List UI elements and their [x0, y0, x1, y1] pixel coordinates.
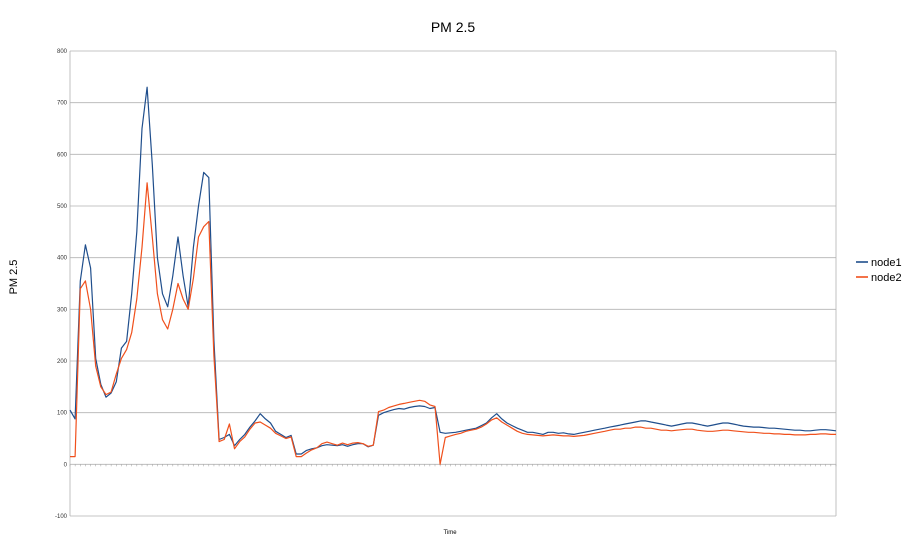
- data-series: [69, 86, 837, 465]
- y-tick-label: -100: [55, 514, 68, 520]
- chart-title: PM 2.5: [431, 19, 476, 35]
- axes: [69, 51, 837, 516]
- y-axis-title: PM 2.5: [8, 260, 20, 295]
- y-tick-label: 500: [57, 204, 68, 210]
- y-tick-label: 700: [57, 101, 68, 107]
- grid-lines: [70, 50, 836, 517]
- y-tick-label: 300: [57, 307, 68, 313]
- y-tick-label: 800: [57, 49, 68, 55]
- y-tick-label: 400: [57, 256, 68, 262]
- x-tick-marks: [69, 464, 837, 467]
- legend-label-node2: node2: [871, 272, 902, 284]
- legend: node1 node2: [856, 257, 902, 284]
- y-tick-label: 200: [57, 359, 68, 365]
- series-line-node2: [70, 182, 836, 465]
- legend-label-node1: node1: [871, 257, 902, 269]
- series-line-node1: [69, 86, 837, 455]
- x-axis-title: Time: [443, 530, 457, 536]
- y-tick-labels: -100 0 100 200 300 400 500 600 700 800: [55, 49, 68, 520]
- y-tick-label: 100: [57, 411, 68, 417]
- y-tick-label: 600: [57, 152, 68, 158]
- y-tick-label: 0: [64, 462, 68, 468]
